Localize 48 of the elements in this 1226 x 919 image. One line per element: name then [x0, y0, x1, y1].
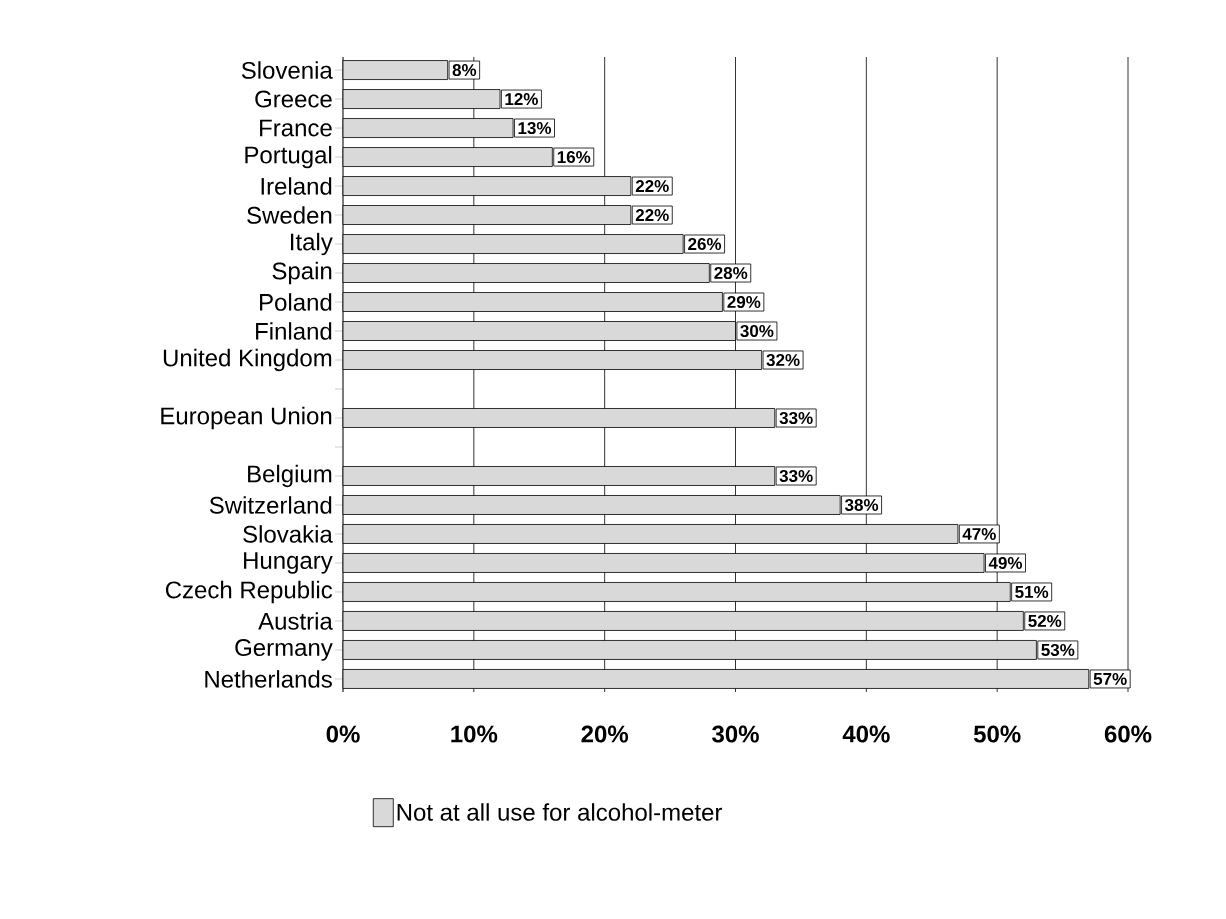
x-tick-label: 0%: [326, 725, 360, 743]
data-label: 30%: [740, 324, 774, 338]
data-label: 47%: [962, 528, 996, 540]
x-tick-label: 20%: [581, 725, 629, 743]
data-label: 52%: [1028, 614, 1062, 627]
x-tick-label: 50%: [973, 725, 1021, 743]
y-tick-label: Greece: [255, 90, 332, 108]
x-tick-label: 40%: [842, 725, 890, 743]
legend-label: Not at all use for alcohol-meter: [397, 803, 723, 821]
y-tick-label: Switzerland: [209, 496, 332, 514]
x-tick-label: 10%: [451, 725, 498, 743]
data-label: 49%: [988, 556, 1023, 569]
data-label: 12%: [505, 93, 538, 106]
y-tick-label: Sweden: [247, 206, 332, 224]
data-label: 33%: [779, 469, 813, 483]
y-tick-label: United Kingdom: [163, 348, 332, 372]
data-label: 38%: [844, 498, 879, 512]
data-label: 57%: [1093, 672, 1127, 685]
data-label: 16%: [557, 151, 591, 164]
y-tick-label: Netherlands: [205, 670, 332, 688]
data-label: 8%: [452, 64, 477, 77]
x-tick-label: 30%: [712, 725, 759, 743]
data-label: 32%: [766, 353, 800, 367]
y-tick-label: France: [260, 119, 332, 137]
data-label: 51%: [1015, 585, 1049, 598]
y-tick-label: Italy: [291, 232, 333, 256]
y-tick-label: Germany: [235, 639, 333, 661]
y-tick-label: Poland: [260, 293, 332, 311]
y-tick-label: Belgium: [248, 464, 332, 488]
data-label: 22%: [635, 180, 669, 193]
data-label: 22%: [635, 209, 669, 222]
y-tick-label: Spain: [272, 261, 332, 285]
y-tick-label: Ireland: [261, 177, 332, 195]
data-label: 13%: [518, 122, 552, 135]
y-tick-label: European Union: [161, 406, 332, 430]
y-tick-label: Slovakia: [243, 525, 333, 543]
y-tick-label: Czech Republic: [165, 580, 333, 604]
x-tick-label: 60%: [1104, 725, 1152, 743]
data-label: 33%: [779, 411, 813, 425]
y-tick-label: Hungary: [244, 552, 333, 574]
y-tick-label: Portugal: [245, 145, 332, 169]
data-label: 53%: [1041, 643, 1075, 656]
y-tick-label: Slovenia: [241, 61, 333, 79]
data-label: 26%: [688, 238, 722, 251]
data-label: 29%: [727, 296, 761, 309]
data-label: 28%: [714, 267, 748, 280]
y-tick-label: Finland: [256, 322, 332, 340]
y-tick-label: Austria: [258, 612, 333, 630]
